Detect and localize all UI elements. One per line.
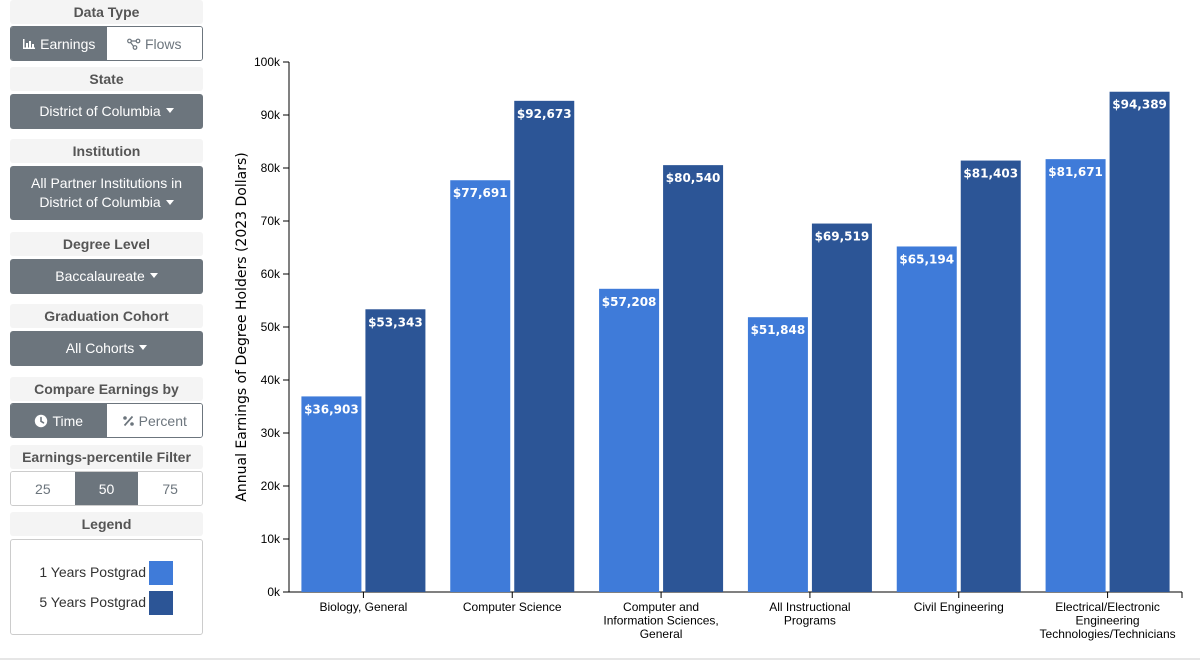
bar-value-label: $94,389 xyxy=(1112,98,1167,112)
bar-value-label: $77,691 xyxy=(453,186,508,200)
bar-value-label: $53,343 xyxy=(368,315,423,329)
y-tick-label: 70k xyxy=(261,214,281,228)
bar-5-year xyxy=(663,165,724,592)
y-tick-label: 0k xyxy=(267,585,281,599)
bar-chart-icon xyxy=(23,38,36,49)
institution-value-line1: All Partner Institutions in xyxy=(31,175,182,191)
bar-value-label: $36,903 xyxy=(304,402,359,416)
y-tick-label: 60k xyxy=(261,267,281,281)
bar-1-year xyxy=(301,396,362,592)
time-label: Time xyxy=(52,412,84,429)
x-tick-label: Engineering xyxy=(1076,614,1140,628)
time-button[interactable]: Time xyxy=(11,404,107,437)
bar-value-label: $80,540 xyxy=(666,171,721,185)
y-axis-title: Annual Earnings of Degree Holders (2023 … xyxy=(234,152,250,501)
bar-value-label: $65,194 xyxy=(899,252,954,266)
x-tick-label: Computer Science xyxy=(463,600,562,614)
y-tick-label: 30k xyxy=(261,426,281,440)
percentile-50-button[interactable]: 50 xyxy=(74,472,139,505)
bar-1-year xyxy=(747,317,808,592)
y-tick-label: 50k xyxy=(261,320,281,334)
x-tick-label: Programs xyxy=(784,614,836,628)
bar-value-label: $81,403 xyxy=(963,167,1018,181)
cohort-dropdown[interactable]: All Cohorts xyxy=(10,331,203,366)
compare-header: Compare Earnings by xyxy=(10,377,203,401)
bar-1-year xyxy=(450,180,511,592)
data-type-header: Data Type xyxy=(10,0,203,24)
degree-level-header: Degree Level xyxy=(10,232,203,256)
data-type-toggle: Earnings Flows xyxy=(10,26,203,61)
legend: 1 Years Postgrad 5 Years Postgrad xyxy=(10,539,203,635)
bar-value-label: $51,848 xyxy=(751,323,806,337)
state-dropdown[interactable]: District of Columbia xyxy=(10,94,203,129)
percentile-75-button[interactable]: 75 xyxy=(138,472,202,505)
x-tick-label: Computer and xyxy=(623,600,699,614)
legend-swatch-1-year xyxy=(149,561,173,585)
y-tick-label: 100k xyxy=(254,55,281,69)
clock-icon xyxy=(35,414,48,427)
bar-5-year xyxy=(960,160,1021,593)
legend-item-5-year: 5 Years Postgrad xyxy=(11,591,204,615)
bar-value-label: $92,673 xyxy=(517,107,572,121)
institution-dropdown[interactable]: All Partner Institutions in District of … xyxy=(10,166,203,220)
page-divider xyxy=(0,658,1200,660)
caret-down-icon xyxy=(165,199,174,205)
y-tick-label: 20k xyxy=(261,479,281,493)
caret-down-icon xyxy=(165,108,174,113)
flows-label: Flows xyxy=(144,35,182,52)
bar-5-year xyxy=(1109,91,1170,593)
flows-button[interactable]: Flows xyxy=(106,27,202,60)
y-tick-label: 10k xyxy=(261,532,281,546)
x-tick-label: Information Sciences, xyxy=(603,614,718,628)
cohort-header: Graduation Cohort xyxy=(10,304,203,328)
compare-toggle: Time Percent xyxy=(10,403,203,438)
earnings-button[interactable]: Earnings xyxy=(11,27,107,60)
legend-label: 1 Years Postgrad xyxy=(39,564,146,580)
legend-item-1-year: 1 Years Postgrad xyxy=(11,561,204,585)
institution-value-line2: District of Columbia xyxy=(39,194,161,210)
bar-5-year xyxy=(811,223,872,592)
bar-1-year xyxy=(1045,159,1106,592)
bar-1-year xyxy=(599,288,660,592)
y-tick-label: 80k xyxy=(261,161,281,175)
bar-5-year xyxy=(365,309,426,592)
sidebar: Data Type Earnings Flows State District … xyxy=(0,0,212,660)
bar-5-year xyxy=(514,100,575,592)
legend-swatch-5-year xyxy=(149,591,173,615)
legend-label: 5 Years Postgrad xyxy=(39,594,146,610)
cohort-value: All Cohorts xyxy=(65,340,135,356)
caret-down-icon xyxy=(149,273,158,278)
percent-button[interactable]: Percent xyxy=(106,404,202,437)
bar-1-year xyxy=(896,246,957,592)
x-tick-label: Civil Engineering xyxy=(914,600,1004,614)
caret-down-icon xyxy=(139,345,148,350)
flows-icon xyxy=(127,38,141,50)
percent-icon xyxy=(122,415,134,426)
percentile-header: Earnings-percentile Filter xyxy=(10,445,203,469)
x-tick-label: Electrical/Electronic xyxy=(1055,600,1160,614)
institution-header: Institution xyxy=(10,139,203,163)
bar-value-label: $69,519 xyxy=(815,230,870,244)
state-header: State xyxy=(10,67,203,91)
legend-header: Legend xyxy=(10,512,203,536)
percentile-filter: 25 50 75 xyxy=(10,471,203,506)
percentile-25-button[interactable]: 25 xyxy=(11,472,75,505)
state-value: District of Columbia xyxy=(39,103,161,119)
earnings-label: Earnings xyxy=(40,35,96,52)
y-tick-label: 40k xyxy=(261,373,281,387)
earnings-bar-chart: 0k 10k 20k 30k 40k 50k 60k 70k 80k 90k 100k Annual … xyxy=(234,55,1183,641)
percent-label: Percent xyxy=(138,412,187,429)
bar-value-label: $81,671 xyxy=(1048,165,1103,179)
y-tick-label: 90k xyxy=(261,108,281,122)
x-tick-label: All Instructional xyxy=(769,600,850,614)
degree-level-dropdown[interactable]: Baccalaureate xyxy=(10,259,203,294)
x-tick-label: General xyxy=(640,627,683,641)
degree-level-value: Baccalaureate xyxy=(55,268,145,284)
x-tick-label: Biology, General xyxy=(320,600,408,614)
x-tick-label: Technologies/Technicians xyxy=(1040,627,1176,641)
bar-value-label: $57,208 xyxy=(602,295,657,309)
